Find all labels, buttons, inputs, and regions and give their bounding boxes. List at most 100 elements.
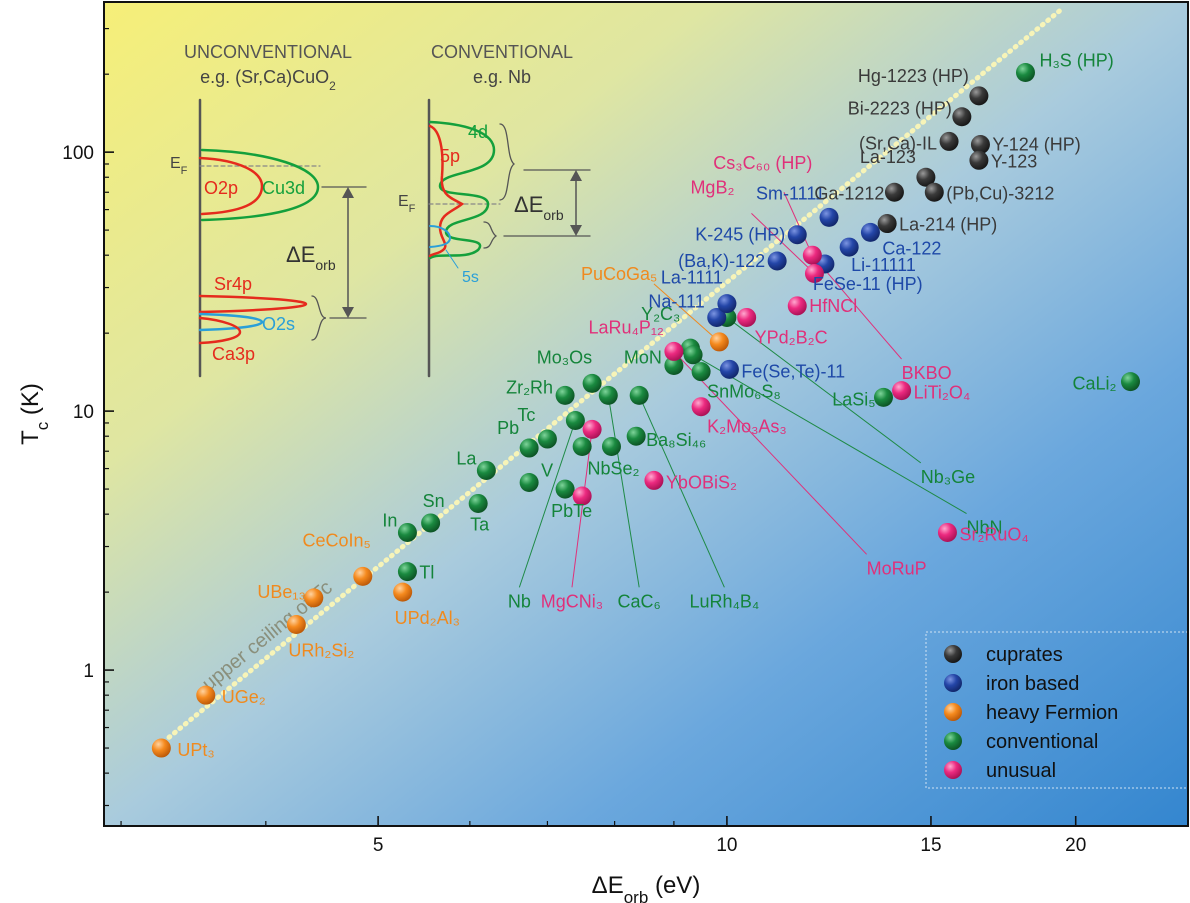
point-label-la: La xyxy=(456,448,477,468)
point-y-123 xyxy=(969,150,989,170)
point-y-124-hp xyxy=(970,135,990,155)
point-sr-ruo xyxy=(937,522,957,542)
point-label-sr-ruo: Sr₂RuO₄ xyxy=(959,524,1028,544)
axes-frame xyxy=(103,1,1189,827)
point-label-mgb: MgB₂ xyxy=(690,177,734,197)
point-ba-si xyxy=(626,426,646,446)
point-label-k-245-hp: K-245 (HP) xyxy=(695,225,785,245)
point-ypd-b-c xyxy=(737,307,757,327)
axes: 5 10 15 20 1 10 100 xyxy=(62,1,1189,856)
point-label-y-124-hp: Y-124 (HP) xyxy=(992,135,1080,155)
band-sr4p-curve xyxy=(198,294,308,314)
callout-line-mgcni xyxy=(571,429,593,588)
point-upt xyxy=(151,738,171,758)
point-conventional xyxy=(565,410,585,430)
band-5s-label: 5s xyxy=(462,269,479,286)
inset-unconv-title: UNCONVENTIONAL xyxy=(184,42,352,62)
band-5s-curve xyxy=(429,225,452,248)
callout-label-bkbo: BKBO xyxy=(902,363,952,383)
point-label-in: In xyxy=(382,510,397,530)
legend-label-unusual: unusual xyxy=(986,760,1056,782)
callout-line-lurh-b xyxy=(638,395,725,588)
point-label-uge: UGe₂ xyxy=(222,687,266,707)
point-conventional xyxy=(629,385,649,405)
x-tick-label-15: 15 xyxy=(920,835,941,856)
inset-conv-example: e.g. Nb xyxy=(473,67,531,87)
point-sn xyxy=(421,513,441,533)
point-laru-p xyxy=(664,341,684,361)
point-label-tc: Tc xyxy=(517,405,535,425)
point-unusual xyxy=(572,486,592,506)
plot-area xyxy=(104,2,1188,826)
point-cali xyxy=(1120,372,1140,392)
band-o2s-label: O2s xyxy=(262,314,295,334)
point-la-1111 xyxy=(717,294,737,314)
point-pucoga xyxy=(709,332,729,352)
point-label-sr-ca-il: (Sr,Ca)-IL xyxy=(859,133,937,153)
point-la-123 xyxy=(916,167,936,187)
point-label-sn: Sn xyxy=(423,491,445,511)
point-label-pucoga: PuCoGa₅ xyxy=(581,264,657,284)
point-sm-1111 xyxy=(819,207,839,227)
callout-label-nb-ge: Nb₃Ge xyxy=(921,467,975,487)
inset-unconv-example: e.g. (Sr,Ca)CuO2 xyxy=(200,67,336,93)
point-mon xyxy=(664,356,684,376)
callout-line-cac xyxy=(607,395,640,588)
callout-line-nbn xyxy=(692,354,967,515)
callout-label-mgcni: MgCNi₃ xyxy=(541,591,603,611)
x-tick-label-10: 10 xyxy=(716,835,737,856)
point-label-cs-c-hp: Cs₃C₆₀ (HP) xyxy=(713,153,812,173)
point-label-bi-2223-hp: Bi-2223 (HP) xyxy=(848,99,952,119)
point-label-h-s-hp: H₃S (HP) xyxy=(1039,51,1113,71)
point-label-nbse: NbSe₂ xyxy=(587,459,639,479)
point-la-214-hp xyxy=(877,214,897,234)
point-nbse xyxy=(601,437,621,457)
point-pb xyxy=(519,438,539,458)
point-ba-k-122 xyxy=(767,251,787,271)
point-label-hg-1223-hp: Hg-1223 (HP) xyxy=(858,66,969,86)
point-label-lasi: LaSi₅ xyxy=(832,389,875,409)
point-label-snmo-s: SnMo₆S₈ xyxy=(707,382,781,402)
point-ube xyxy=(304,588,324,608)
band-4d-label: 4d xyxy=(468,122,488,142)
callout-line-nb xyxy=(518,420,576,588)
inset-unconv-brace xyxy=(311,295,327,341)
band-cu3d-curve xyxy=(200,148,320,222)
ceiling-line xyxy=(166,5,1066,740)
point-k-mo-as xyxy=(691,397,711,417)
y-tick-label-100: 100 xyxy=(62,143,94,164)
point-label-upt: UPt₃ xyxy=(177,740,214,760)
point-label-ba-si: Ba₈Si₄₆ xyxy=(646,430,706,450)
point-label-mon: MoN xyxy=(624,348,662,368)
point-uge xyxy=(196,685,216,705)
point-ybobis xyxy=(644,470,664,490)
point-label-sm-1111: Sm-1111 xyxy=(756,183,825,203)
callout-line-morup xyxy=(673,351,867,555)
legend-label-iron-based: iron based xyxy=(986,673,1079,695)
point-na-111 xyxy=(707,307,727,327)
leader-line-layer xyxy=(518,192,967,588)
legend: cuprates iron based heavy Fermion conventio… xyxy=(925,631,1189,789)
point-label-pb: Pb xyxy=(497,418,519,438)
inset-conv-ef: EF xyxy=(398,193,416,215)
x-tick-label-5: 5 xyxy=(373,835,384,856)
point-snmo-s xyxy=(691,362,711,382)
point-li-11111 xyxy=(839,237,859,257)
point-urh-si xyxy=(286,614,306,634)
callout-label-lurh-b: LuRh₄B₄ xyxy=(690,591,760,611)
point-label-la-123: La-123 xyxy=(860,147,916,167)
point-label-v: V xyxy=(541,461,553,481)
point-label-cali: CaLi₂ xyxy=(1072,374,1116,394)
point-label-li-11111: Li-11111 xyxy=(851,255,916,275)
band-o2p-curve xyxy=(198,156,264,216)
point-label-na-111: Na-111 xyxy=(648,291,704,311)
point-label-k-mo-as: K₂Mo₃As₃ xyxy=(707,417,787,437)
point-ga-1212 xyxy=(884,182,904,202)
point-label-liti-o: LiTi₂O₄ xyxy=(914,383,971,403)
callout-line-nb-ge xyxy=(726,317,922,464)
point-label-ga-1212: Ga-1212 xyxy=(814,183,884,203)
point-h-s-hp xyxy=(1015,63,1035,83)
label-leader-line xyxy=(783,192,813,256)
band-ca3p-curve xyxy=(198,316,242,345)
label-leader-line xyxy=(751,213,815,274)
